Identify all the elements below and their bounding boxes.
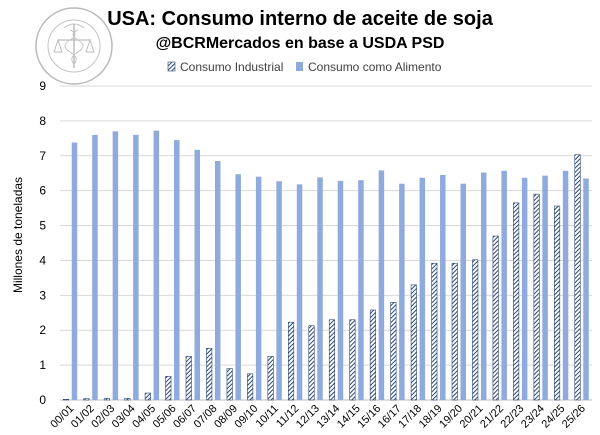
bar-consumo-industrial bbox=[144, 392, 151, 401]
bar-consumo-industrial bbox=[451, 262, 458, 401]
bar-consumo-alimento bbox=[133, 134, 139, 400]
bar-consumo-alimento bbox=[460, 183, 466, 400]
bar-consumo-industrial bbox=[165, 375, 172, 401]
y-tick-label: 5 bbox=[39, 219, 46, 233]
y-tick-label: 4 bbox=[39, 253, 46, 267]
bar-consumo-alimento bbox=[583, 178, 589, 400]
y-tick-label: 8 bbox=[39, 114, 46, 128]
bar-consumo-industrial bbox=[349, 319, 356, 401]
bar-consumo-industrial bbox=[328, 319, 336, 401]
bar-consumo-alimento bbox=[92, 134, 98, 400]
y-axis-label: Millones de toneladas bbox=[11, 177, 25, 293]
bar-consumo-alimento bbox=[255, 176, 262, 400]
bar-consumo-industrial bbox=[513, 202, 520, 401]
y-tick-label: 3 bbox=[39, 288, 46, 302]
bar-consumo-alimento bbox=[276, 181, 282, 400]
bar-consumo-alimento bbox=[521, 177, 528, 400]
caduceus-scales-seal-icon bbox=[35, 7, 113, 85]
x-tick-label: 09/10 bbox=[233, 403, 261, 431]
bar-consumo-industrial bbox=[206, 348, 213, 401]
bar-consumo-alimento bbox=[358, 180, 364, 400]
bar-consumo-alimento bbox=[71, 142, 78, 400]
bar-consumo-alimento bbox=[542, 175, 548, 400]
bar-consumo-industrial bbox=[247, 373, 254, 401]
bar-consumo-industrial bbox=[472, 259, 479, 401]
y-tick-label: 0 bbox=[39, 393, 46, 407]
bar-consumo-alimento bbox=[317, 177, 323, 400]
bar-consumo-alimento bbox=[562, 170, 569, 400]
bar-consumo-alimento bbox=[296, 184, 303, 400]
bar-consumo-alimento bbox=[174, 140, 180, 401]
chart-subtitle: @BCRMercados en base a USDA PSD bbox=[155, 35, 445, 52]
bar-consumo-alimento bbox=[235, 174, 241, 400]
bar-consumo-industrial bbox=[185, 356, 192, 401]
bar-consumo-alimento bbox=[337, 180, 344, 400]
legend-label-alimento: Consumo como Alimento bbox=[308, 60, 442, 74]
bar-consumo-industrial bbox=[369, 309, 376, 401]
bar-consumo-industrial bbox=[103, 397, 110, 401]
bar-consumo-industrial bbox=[533, 193, 540, 401]
bar-consumo-industrial bbox=[83, 398, 90, 401]
bar-consumo-alimento bbox=[194, 149, 200, 400]
chart-title: USA: Consumo interno de aceite de soja bbox=[107, 8, 493, 30]
bar-consumo-alimento bbox=[419, 177, 426, 400]
bar-consumo-industrial bbox=[226, 368, 233, 401]
bar-consumo-industrial bbox=[410, 284, 417, 401]
bar-consumo-alimento bbox=[399, 183, 405, 400]
bar-consumo-industrial bbox=[62, 399, 70, 401]
bar-consumo-alimento bbox=[378, 170, 385, 400]
bar-consumo-industrial bbox=[288, 321, 295, 401]
y-tick-label: 1 bbox=[39, 358, 46, 372]
bar-consumo-industrial bbox=[390, 302, 397, 401]
legend-swatch-alimento bbox=[296, 62, 303, 71]
x-tick-label: 10/11 bbox=[254, 403, 281, 430]
bar-consumo-industrial bbox=[267, 356, 274, 401]
bar-consumo-industrial bbox=[574, 154, 581, 401]
bar-consumo-industrial bbox=[124, 397, 131, 401]
bar-consumo-industrial bbox=[431, 262, 438, 401]
bar-consumo-alimento bbox=[501, 170, 507, 400]
x-tick-label: 25/26 bbox=[560, 403, 588, 431]
y-tick-label: 2 bbox=[39, 323, 46, 337]
bar-consumo-alimento bbox=[440, 174, 446, 400]
y-tick-label: 6 bbox=[39, 184, 46, 198]
y-tick-label: 9 bbox=[39, 79, 46, 93]
bar-consumo-industrial bbox=[308, 325, 315, 401]
bar-consumo-alimento bbox=[214, 161, 221, 400]
bar-consumo-alimento bbox=[153, 130, 160, 400]
bar-consumo-industrial bbox=[554, 205, 561, 401]
legend-swatch-industrial bbox=[167, 61, 176, 72]
bar-consumo-alimento bbox=[480, 172, 487, 400]
bar-consumo-industrial bbox=[492, 235, 499, 401]
legend-label-industrial: Consumo Industrial bbox=[180, 60, 283, 74]
bar-consumo-alimento bbox=[112, 131, 119, 400]
y-tick-label: 7 bbox=[39, 149, 46, 163]
